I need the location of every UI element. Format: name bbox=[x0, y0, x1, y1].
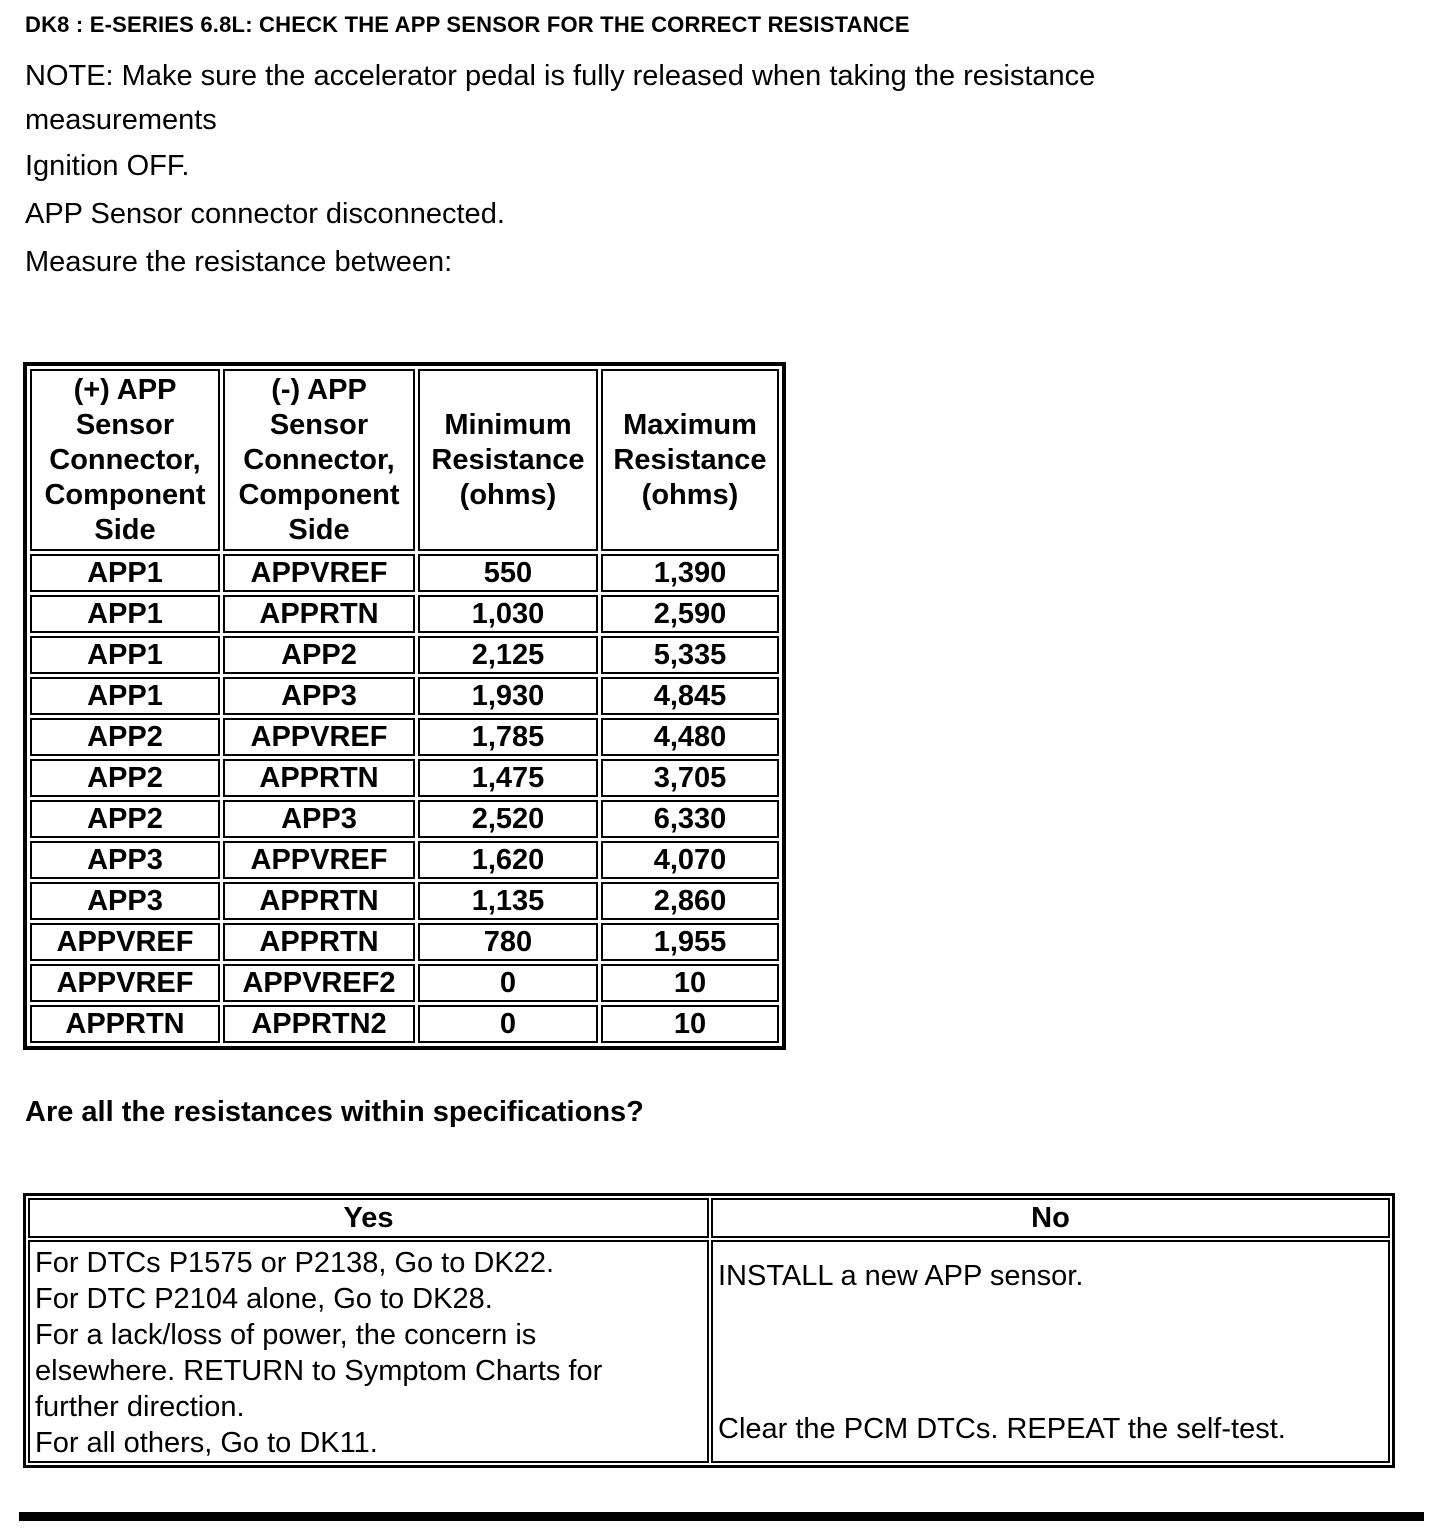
bottom-divider bbox=[19, 1512, 1424, 1521]
max-resistance-cell: 1,955 bbox=[601, 923, 779, 961]
max-resistance-cell: 10 bbox=[601, 1005, 779, 1043]
neg-terminal-cell: APPRTN bbox=[223, 882, 415, 920]
neg-terminal-header: (-) APP Sensor Connector, Component Side bbox=[223, 369, 415, 551]
min-resistance-cell: 0 bbox=[418, 1005, 598, 1043]
question-text: Are all the resistances within specifica… bbox=[25, 1096, 644, 1128]
neg-terminal-cell: APPVREF bbox=[223, 841, 415, 879]
resistance-spec-table: (+) APP Sensor Connector, Component Side… bbox=[23, 362, 786, 1050]
table-row: APP1 APPRTN 1,030 2,590 bbox=[30, 595, 779, 633]
max-resistance-cell: 4,480 bbox=[601, 718, 779, 756]
max-resistance-header: Maximum Resistance (ohms) bbox=[601, 369, 779, 551]
pos-terminal-cell: APPVREF bbox=[30, 923, 220, 961]
max-resistance-cell: 6,330 bbox=[601, 800, 779, 838]
pos-terminal-cell: APP2 bbox=[30, 718, 220, 756]
max-resistance-cell: 2,860 bbox=[601, 882, 779, 920]
neg-terminal-cell: APP3 bbox=[223, 677, 415, 715]
max-resistance-cell: 3,705 bbox=[601, 759, 779, 797]
max-resistance-cell: 5,335 bbox=[601, 636, 779, 674]
pos-terminal-cell: APP1 bbox=[30, 636, 220, 674]
table-row: APP1 APPVREF 550 1,390 bbox=[30, 554, 779, 592]
yes-instruction-line: For DTC P2104 alone, Go to DK28. bbox=[35, 1283, 493, 1315]
yes-actions-cell: For DTCs P1575 or P2138, Go to DK22. For… bbox=[28, 1240, 709, 1463]
neg-terminal-cell: APPVREF bbox=[223, 554, 415, 592]
neg-terminal-cell: APPVREF2 bbox=[223, 964, 415, 1002]
max-resistance-cell: 2,590 bbox=[601, 595, 779, 633]
min-resistance-cell: 1,135 bbox=[418, 882, 598, 920]
min-resistance-cell: 1,930 bbox=[418, 677, 598, 715]
no-instructions: INSTALL a new APP sensor. Clear the PCM … bbox=[713, 1242, 1388, 1461]
neg-terminal-cell: APPRTN2 bbox=[223, 1005, 415, 1043]
neg-terminal-cell: APPRTN bbox=[223, 923, 415, 961]
min-resistance-cell: 780 bbox=[418, 923, 598, 961]
pos-terminal-cell: APP1 bbox=[30, 595, 220, 633]
min-resistance-cell: 1,785 bbox=[418, 718, 598, 756]
decision-table-header: Yes No bbox=[28, 1198, 1390, 1238]
yes-instruction-line: For DTCs P1575 or P2138, Go to DK22. bbox=[35, 1247, 555, 1279]
min-resistance-cell: 2,520 bbox=[418, 800, 598, 838]
table-row: APP1 APP2 2,125 5,335 bbox=[30, 636, 779, 674]
min-resistance-cell: 550 bbox=[418, 554, 598, 592]
pos-terminal-cell: APP1 bbox=[30, 677, 220, 715]
no-actions-cell: INSTALL a new APP sensor. Clear the PCM … bbox=[711, 1240, 1390, 1463]
min-resistance-cell: 1,030 bbox=[418, 595, 598, 633]
neg-terminal-cell: APP2 bbox=[223, 636, 415, 674]
pos-terminal-cell: APP2 bbox=[30, 800, 220, 838]
resistance-table-body: APP1 APPVREF 550 1,390 APP1 APPRTN 1,030… bbox=[30, 554, 779, 1043]
no-header-cell: No bbox=[711, 1198, 1390, 1238]
header-row: (+) APP Sensor Connector, Component Side… bbox=[30, 369, 779, 551]
table-row: APPVREF APPVREF2 0 10 bbox=[30, 964, 779, 1002]
header-row: Yes No bbox=[28, 1198, 1390, 1238]
max-resistance-cell: 4,070 bbox=[601, 841, 779, 879]
no-instruction-line: INSTALL a new APP sensor. bbox=[718, 1260, 1084, 1292]
neg-terminal-cell: APP3 bbox=[223, 800, 415, 838]
decision-table-body: For DTCs P1575 or P2138, Go to DK22. For… bbox=[28, 1240, 1390, 1463]
min-resistance-cell: 2,125 bbox=[418, 636, 598, 674]
min-resistance-cell: 0 bbox=[418, 964, 598, 1002]
table-row: APP2 APP3 2,520 6,330 bbox=[30, 800, 779, 838]
table-row: APPVREF APPRTN 780 1,955 bbox=[30, 923, 779, 961]
min-resistance-header: Minimum Resistance (ohms) bbox=[418, 369, 598, 551]
note-paragraph: NOTE: Make sure the accelerator pedal is… bbox=[25, 60, 1096, 136]
pos-terminal-cell: APPVREF bbox=[30, 964, 220, 1002]
yes-instructions: For DTCs P1575 or P2138, Go to DK22. For… bbox=[30, 1242, 687, 1461]
table-row: APP1 APP3 1,930 4,845 bbox=[30, 677, 779, 715]
step-connector-disconnected: APP Sensor connector disconnected. bbox=[25, 198, 505, 230]
pos-terminal-header: (+) APP Sensor Connector, Component Side bbox=[30, 369, 220, 551]
pos-terminal-cell: APP2 bbox=[30, 759, 220, 797]
yes-instruction-line: For a lack/loss of power, the concern is… bbox=[35, 1319, 603, 1423]
table-row: APP3 APPRTN 1,135 2,860 bbox=[30, 882, 779, 920]
table-row: APP3 APPVREF 1,620 4,070 bbox=[30, 841, 779, 879]
table-row: For DTCs P1575 or P2138, Go to DK22. For… bbox=[28, 1240, 1390, 1463]
max-resistance-cell: 10 bbox=[601, 964, 779, 1002]
table-row: APP2 APPRTN 1,475 3,705 bbox=[30, 759, 779, 797]
min-resistance-cell: 1,620 bbox=[418, 841, 598, 879]
neg-terminal-cell: APPRTN bbox=[223, 759, 415, 797]
min-resistance-cell: 1,475 bbox=[418, 759, 598, 797]
neg-terminal-cell: APPRTN bbox=[223, 595, 415, 633]
step-measure-resistance: Measure the resistance between: bbox=[25, 246, 453, 278]
no-instruction-line: Clear the PCM DTCs. REPEAT the self-test… bbox=[718, 1413, 1286, 1445]
yes-header-cell: Yes bbox=[28, 1198, 709, 1238]
pos-terminal-cell: APP3 bbox=[30, 882, 220, 920]
yes-instruction-line: For all others, Go to DK11. bbox=[35, 1427, 378, 1459]
table-row: APP2 APPVREF 1,785 4,480 bbox=[30, 718, 779, 756]
pos-terminal-cell: APP3 bbox=[30, 841, 220, 879]
table-row: APPRTN APPRTN2 0 10 bbox=[30, 1005, 779, 1043]
max-resistance-cell: 4,845 bbox=[601, 677, 779, 715]
page-title: DK8 : E-SERIES 6.8L: CHECK THE APP SENSO… bbox=[25, 12, 910, 37]
pos-terminal-cell: APPRTN bbox=[30, 1005, 220, 1043]
decision-table: Yes No For DTCs P1575 or P2138, Go to DK… bbox=[23, 1193, 1395, 1468]
max-resistance-cell: 1,390 bbox=[601, 554, 779, 592]
step-ignition-off: Ignition OFF. bbox=[25, 150, 190, 182]
neg-terminal-cell: APPVREF bbox=[223, 718, 415, 756]
resistance-table-header: (+) APP Sensor Connector, Component Side… bbox=[30, 369, 779, 551]
pos-terminal-cell: APP1 bbox=[30, 554, 220, 592]
